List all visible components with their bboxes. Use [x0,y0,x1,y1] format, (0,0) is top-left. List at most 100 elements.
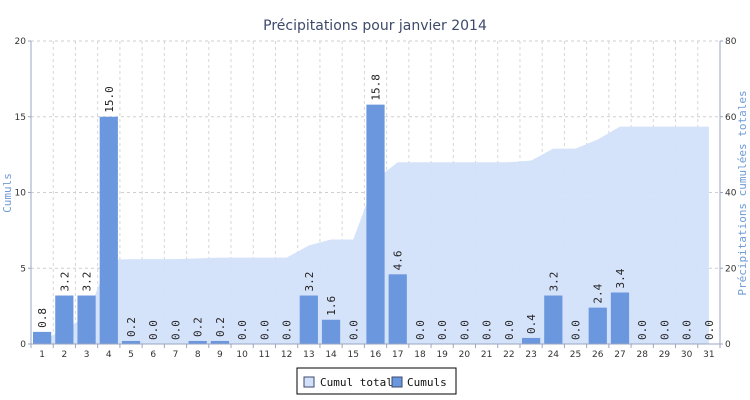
y2-tick-label-40: 40 [725,189,737,199]
data-labels: 0.8 3.2 3.2 15.0 0.2 0.0 0.0 0.2 0.2 0.0 0.0 0.0 3.2… [36,74,716,340]
data-label-day-10: 0.0 [236,320,249,340]
data-label-day-22: 0.0 [503,320,516,340]
data-label-day-27: 3.4 [614,268,627,288]
x-tick-label-14: 14 [325,350,337,360]
y-tick-label-10: 10 [15,189,27,199]
y-tick-label-0: 0 [20,340,26,350]
data-label-day-14: 1.6 [325,296,338,316]
data-label-day-17: 4.6 [392,250,405,270]
x-tick-label-12: 12 [281,350,292,360]
data-label-day-8: 0.2 [192,317,205,337]
x-tick-label-28: 28 [636,350,648,360]
y-tick-labels: 0 5 10 15 20 [15,37,31,350]
x-tick-label-23: 23 [525,350,536,360]
x-tick-label-29: 29 [659,350,671,360]
bar-day-24 [544,295,563,344]
data-label-day-1: 0.8 [36,308,49,328]
x-tick-label-11: 11 [259,350,270,360]
x-tick-label-6: 6 [150,350,156,360]
x-tick-label-19: 19 [436,350,448,360]
bar-day-14 [321,319,341,344]
bar-day-4 [99,116,118,344]
chart-title: Précipitations pour janvier 2014 [263,18,487,34]
legend-swatch-cumul-total [303,376,315,388]
data-label-day-9: 0.2 [214,317,227,337]
y2-tick-labels: 0 20 40 60 80 [720,37,737,350]
data-label-day-3: 3.2 [81,272,94,292]
legend-label-cumuls: Cumuls [407,376,447,389]
x-tick-label-7: 7 [173,350,179,360]
data-label-day-12: 0.0 [281,320,294,340]
bar-day-3 [77,295,96,344]
x-tick-label-15: 15 [348,350,359,360]
legend-frame [296,367,457,395]
bar-day-13 [299,295,318,344]
data-label-day-2: 3.2 [58,272,71,292]
y2-tick-label-80: 80 [725,37,737,47]
data-label-day-21: 0.0 [481,320,494,340]
data-label-day-4: 15.0 [103,86,116,112]
x-tick-label-22: 22 [503,350,514,360]
data-label-day-18: 0.0 [414,320,427,340]
x-tick-label-4: 4 [106,350,112,360]
bar-day-17 [388,274,407,344]
bar-day-9 [210,340,230,344]
x-tick-label-2: 2 [61,350,67,360]
x-tick-label-26: 26 [592,350,604,360]
data-label-day-6: 0.0 [147,320,160,340]
bar-day-27 [610,292,630,344]
x-tick-labels: 1 2 3 4 5 6 7 8 9 10 11 12 13 14 15 16 17 18 19 20 21 22 23 24 2… [39,350,714,360]
data-label-day-25: 0.0 [570,320,583,340]
x-tick-label-21: 21 [481,350,492,360]
x-tick-label-10: 10 [236,350,248,360]
x-tick-label-16: 16 [370,350,382,360]
data-label-day-30: 0.0 [681,320,694,340]
x-tick-label-17: 17 [392,350,403,360]
data-label-day-19: 0.0 [436,320,449,340]
y2-tick-label-60: 60 [725,113,737,123]
bar-day-16 [366,104,385,344]
x-tick-label-20: 20 [459,350,471,360]
bar-day-26 [588,307,607,344]
x-tick-label-18: 18 [414,350,426,360]
x-tick-label-30: 30 [681,350,693,360]
x-tick-label-1: 1 [39,350,45,360]
bar-day-8 [188,340,207,344]
x-tick-label-8: 8 [195,350,201,360]
y2-tick-label-0: 0 [725,340,731,350]
bar-day-5 [121,340,141,344]
y2-axis-label: Précipitations cumulées totales [736,90,749,295]
y-axis-label: Cumuls [1,173,14,213]
data-label-day-29: 0.0 [658,320,671,340]
bar-day-2 [55,295,74,344]
x-tick-label-24: 24 [548,350,560,360]
bar-series [33,104,630,344]
y-tick-label-20: 20 [15,37,27,47]
bar-day-23 [521,337,541,344]
data-label-day-5: 0.2 [125,317,138,337]
x-tick-label-9: 9 [217,350,223,360]
data-label-day-28: 0.0 [636,320,649,340]
data-label-day-15: 0.0 [347,320,360,340]
data-label-day-23: 0.4 [525,314,538,334]
data-label-day-20: 0.0 [458,320,471,340]
legend-swatch-cumuls [391,376,403,388]
x-tick-label-25: 25 [570,350,581,360]
data-label-day-31: 0.0 [703,320,716,340]
x-tick-label-27: 27 [614,350,625,360]
data-label-day-26: 2.4 [592,283,605,303]
x-tick-label-5: 5 [128,350,134,360]
data-label-day-24: 3.2 [547,272,560,292]
data-label-day-13: 3.2 [303,272,316,292]
y-tick-label-5: 5 [20,264,26,274]
y2-tick-label-20: 20 [725,264,737,274]
x-tick-label-3: 3 [84,350,90,360]
y-tick-label-15: 15 [15,113,26,123]
data-label-day-11: 0.0 [258,320,271,340]
data-label-day-16: 15.8 [370,74,383,101]
bar-day-1 [33,331,52,344]
data-label-day-7: 0.0 [169,320,182,340]
legend-label-cumul-total: Cumul total [320,376,393,389]
